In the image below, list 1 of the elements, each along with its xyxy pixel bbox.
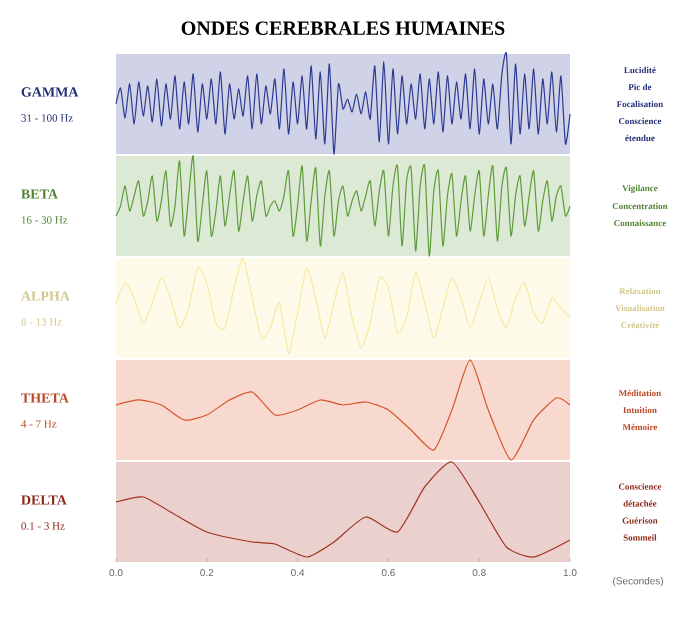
chart-title: ONDES CEREBRALES HUMAINES bbox=[181, 21, 505, 35]
